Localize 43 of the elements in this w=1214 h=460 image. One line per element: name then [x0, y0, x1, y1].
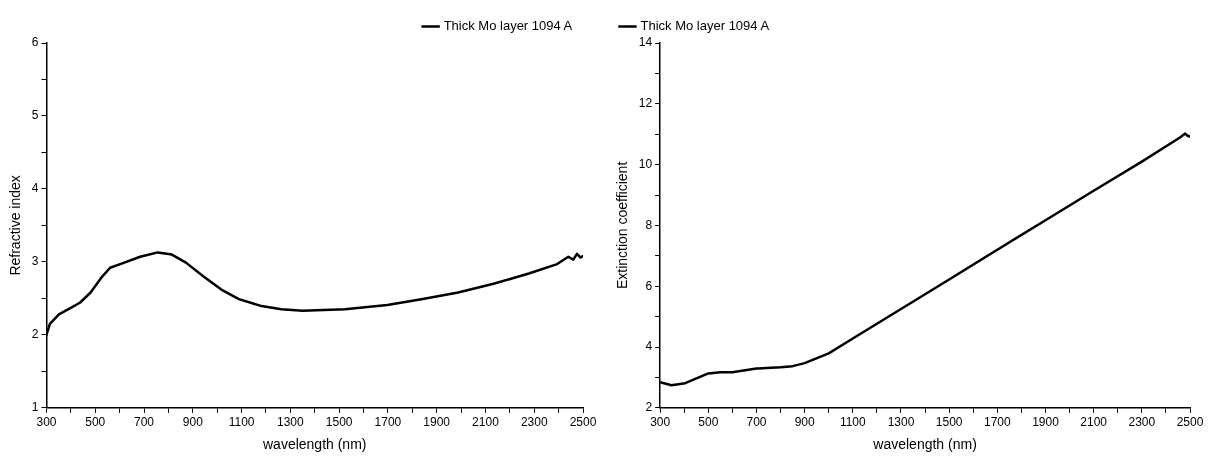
- y-tick-label: 5: [31, 108, 39, 123]
- y-tick-label: 6: [31, 35, 39, 50]
- x-tick-label: 500: [698, 415, 719, 430]
- y-tick-label: 2: [31, 327, 39, 342]
- x-tick-label: 500: [85, 415, 106, 430]
- y-tick-label: 6: [645, 278, 653, 293]
- x-axis-title: wavelength (nm): [261, 436, 367, 453]
- x-tick-label: 2500: [1176, 415, 1204, 430]
- y-tick-label: 2: [645, 400, 653, 415]
- y-axis-title: Refractive index: [7, 175, 24, 276]
- x-tick-label: 2500: [569, 415, 597, 430]
- x-tick-label: 1100: [839, 415, 867, 430]
- y-tick-label: 3: [31, 254, 39, 269]
- x-tick-label: 300: [36, 415, 57, 430]
- x-tick-label: 1700: [374, 415, 402, 430]
- y-tick-label: 4: [31, 181, 39, 196]
- y-tick-label: 12: [638, 96, 653, 111]
- x-tick-label: 300: [650, 415, 671, 430]
- legend-label: Thick Mo layer 1094 A: [443, 18, 573, 34]
- x-tick-label: 1500: [325, 415, 353, 430]
- x-tick-label: 1100: [228, 415, 255, 430]
- x-tick-label: 2100: [1080, 415, 1108, 430]
- x-tick-label: 1500: [935, 415, 963, 430]
- x-tick-label: 700: [134, 415, 155, 430]
- y-axis-title: Extinction coefficient: [614, 161, 631, 290]
- x-tick-label: 2300: [1128, 415, 1156, 430]
- x-tick-label: 1900: [423, 415, 451, 430]
- x-tick-label: 900: [794, 415, 815, 430]
- x-tick-label: 1900: [1032, 415, 1060, 430]
- x-tick-label: 1300: [887, 415, 915, 430]
- legend-label: Thick Mo layer 1094 A: [640, 18, 770, 34]
- y-tick-label: 10: [638, 156, 653, 171]
- x-tick-label: 1300: [277, 415, 305, 430]
- x-tick-label: 900: [182, 415, 204, 430]
- y-tick-label: 1: [31, 400, 39, 415]
- y-tick-label: 14: [638, 35, 653, 50]
- x-tick-label: 2300: [520, 415, 548, 430]
- x-tick-label: 1700: [983, 415, 1011, 430]
- x-tick-label: 700: [746, 415, 767, 430]
- x-tick-label: 2100: [472, 415, 500, 430]
- y-tick-label: 8: [645, 217, 653, 232]
- x-axis-title: wavelength (nm): [872, 436, 977, 453]
- y-tick-label: 4: [645, 339, 653, 354]
